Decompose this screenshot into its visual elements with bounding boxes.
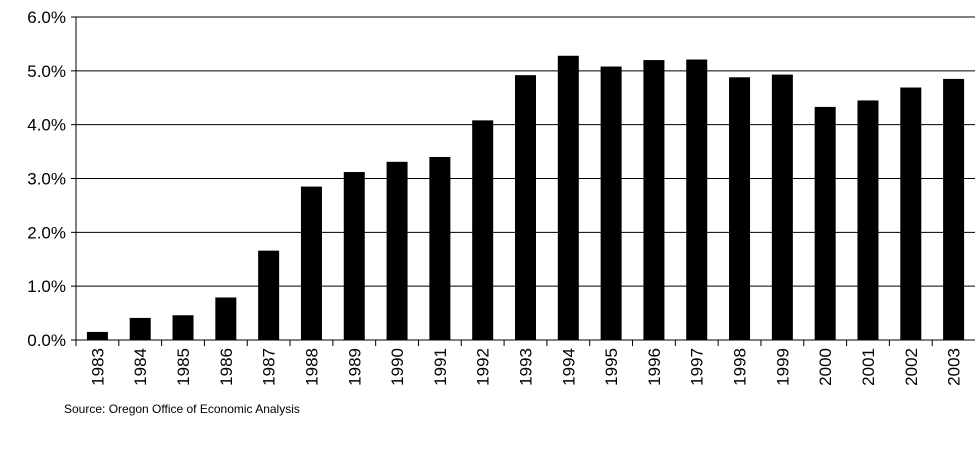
bar (729, 77, 751, 340)
bars (86, 55, 965, 341)
bar (300, 186, 322, 340)
x-tick-label: 2002 (902, 348, 921, 386)
x-tick-label: 2000 (816, 348, 835, 386)
x-tick-label: 1994 (559, 348, 578, 386)
y-tick-label: 4.0% (27, 116, 66, 135)
bar (557, 55, 579, 340)
bar (215, 297, 237, 340)
bar (943, 78, 965, 341)
x-tick-label: 1986 (217, 348, 236, 386)
bar (86, 331, 108, 340)
y-tick-label: 2.0% (27, 223, 66, 242)
x-tick-label: 1993 (517, 348, 536, 386)
x-tick-label: 2003 (945, 348, 964, 386)
bar (600, 66, 622, 340)
bar (643, 60, 665, 341)
x-tick-label: 1998 (731, 348, 750, 386)
bar (172, 315, 194, 340)
x-tick-label: 1983 (88, 348, 107, 386)
bar (900, 87, 922, 340)
y-tick-label: 0.0% (27, 331, 66, 350)
bar (771, 74, 793, 340)
bar (386, 161, 408, 340)
x-tick-label: 1997 (688, 348, 707, 386)
x-tick-label: 1989 (345, 348, 364, 386)
source-note: Source: Oregon Office of Economic Analys… (64, 402, 300, 416)
axes (71, 16, 975, 346)
bar (686, 59, 708, 341)
bar (814, 106, 836, 340)
y-tick-label: 6.0% (27, 8, 66, 27)
x-tick-label: 1985 (174, 348, 193, 386)
bar (258, 250, 280, 340)
x-tick-label: 1995 (602, 348, 621, 386)
bar (857, 100, 879, 340)
x-tick-label: 1996 (645, 348, 664, 386)
x-tick-label: 1990 (388, 348, 407, 386)
bar (343, 172, 365, 340)
bar (472, 120, 494, 340)
y-tick-label: 3.0% (27, 170, 66, 189)
y-tick-labels: 0.0% 1.0% 2.0% 3.0% 4.0% 5.0% 6.0% (27, 8, 66, 350)
y-tick-label: 1.0% (27, 277, 66, 296)
y-tick-label: 5.0% (27, 62, 66, 81)
bar (515, 75, 536, 340)
x-tick-label: 2001 (859, 348, 878, 386)
x-tick-label: 1991 (431, 348, 450, 386)
x-tick-label: 1987 (260, 348, 279, 386)
x-tick-labels: 1983 1984 1985 1986 1987 1988 1989 1990 1991 1992… (88, 348, 963, 386)
bar (129, 317, 151, 340)
x-tick-label: 1988 (302, 348, 321, 386)
x-tick-label: 1999 (773, 348, 792, 386)
x-tick-label: 1984 (131, 348, 150, 386)
x-tick-label: 1992 (474, 348, 493, 386)
bar (429, 156, 451, 340)
